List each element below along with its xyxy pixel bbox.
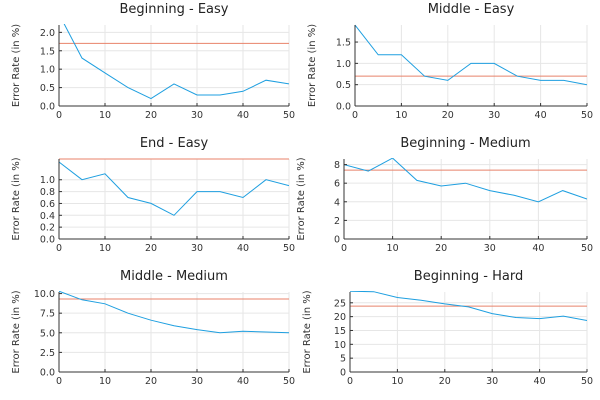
y-tick-label: 4 [334, 197, 340, 208]
y-tick-label: 7.5 [40, 309, 55, 320]
y-tick-label: 1.5 [336, 38, 351, 49]
x-tick-label: 30 [191, 243, 203, 254]
panel-title: Beginning - Easy [120, 2, 229, 17]
x-tick-label: 10 [99, 243, 111, 254]
x-tick-label: 30 [488, 110, 500, 121]
y-tick-label: 10.0 [34, 289, 55, 300]
x-tick-label: 10 [391, 376, 403, 387]
y-tick-label: 0.5 [40, 83, 55, 94]
y-tick-label: 15 [334, 326, 346, 337]
x-tick-label: 20 [442, 110, 454, 121]
y-axis-label: Error Rate (in %) [11, 290, 22, 373]
x-tick-label: 30 [191, 376, 203, 387]
y-tick-label: 0.0 [336, 102, 351, 113]
y-tick-label: 6 [334, 179, 340, 190]
x-tick-label: 0 [341, 243, 347, 254]
y-tick-label: 5.0 [40, 328, 55, 339]
x-tick-label: 20 [145, 376, 157, 387]
x-tick-label: 50 [581, 243, 593, 254]
y-tick-label: 0.4 [40, 211, 55, 222]
panel-middle-easy: 0 10 20 30 40 50 0.0 0.5 1.0 1.5 Middle - Easy Er… [307, 2, 593, 121]
series-line [344, 158, 587, 203]
x-tick-label: 50 [581, 376, 593, 387]
y-axis-label: Error Rate (in %) [296, 157, 307, 240]
y-tick-label: 1.5 [40, 46, 55, 57]
series-line [355, 24, 587, 86]
x-tick-label: 0 [56, 243, 62, 254]
x-tick-label: 30 [191, 110, 203, 121]
x-tick-label: 20 [439, 376, 451, 387]
x-tick-label: 40 [532, 243, 544, 254]
y-axis-label: Error Rate (in %) [11, 157, 22, 240]
x-tick-label: 0 [56, 376, 62, 387]
y-tick-label: 1.0 [40, 65, 55, 76]
y-tick-label: 1.0 [336, 59, 351, 70]
y-axis-label: Error Rate (in %) [302, 290, 313, 373]
y-tick-label: 25 [334, 298, 346, 309]
y-tick-label: 2 [334, 216, 340, 227]
y-tick-label: 0 [334, 235, 340, 246]
series-line [59, 161, 289, 216]
y-tick-label: 2.0 [40, 28, 55, 39]
y-tick-label: 0 [340, 368, 346, 379]
panel-middle-medium: 0 10 20 30 40 50 0.0 2.5 5.0 7.5 10.0 Middle - Med… [11, 269, 295, 387]
panel-end-easy: 0 10 20 30 40 50 0.00.20.40.60.81.0 End - Easy… [11, 136, 295, 254]
series-line [350, 291, 587, 321]
y-tick-label: 20 [334, 312, 346, 323]
y-tick-label: 0.0 [40, 235, 55, 246]
x-tick-label: 50 [581, 110, 593, 121]
x-tick-label: 0 [347, 376, 353, 387]
x-tick-label: 20 [145, 243, 157, 254]
y-tick-label: 1.0 [40, 175, 55, 186]
x-tick-label: 30 [486, 376, 498, 387]
panel-beginning-medium: 0 10 20 30 40 50 0 2 4 6 8 Beginning - Medium Erro… [296, 136, 593, 254]
y-tick-label: 2.5 [40, 348, 55, 359]
y-tick-label: 0.6 [40, 199, 55, 210]
y-tick-label: 0.0 [40, 368, 55, 379]
y-tick-label: 10 [334, 340, 346, 351]
x-tick-label: 10 [99, 376, 111, 387]
x-tick-label: 0 [56, 110, 62, 121]
x-tick-label: 30 [484, 243, 496, 254]
y-tick-label: 0.0 [40, 102, 55, 113]
x-tick-label: 50 [283, 243, 295, 254]
y-tick-label: 0.8 [40, 187, 55, 198]
x-tick-label: 40 [237, 243, 249, 254]
x-tick-label: 20 [435, 243, 447, 254]
x-tick-label: 40 [237, 110, 249, 121]
y-axis-label: Error Rate (in %) [307, 24, 318, 107]
x-tick-label: 40 [535, 110, 547, 121]
x-tick-label: 20 [145, 110, 157, 121]
y-tick-label: 8 [334, 160, 340, 171]
series-line [63, 24, 289, 100]
y-tick-label: 0.2 [40, 223, 55, 234]
x-tick-label: 40 [237, 376, 249, 387]
panel-title: End - Easy [140, 136, 209, 151]
x-tick-label: 10 [99, 110, 111, 121]
y-tick-label: 0.5 [336, 80, 351, 91]
y-axis-label: Error Rate (in %) [11, 24, 22, 107]
series-line [59, 291, 289, 334]
panel-title: Beginning - Medium [400, 136, 530, 151]
panel-title: Middle - Medium [120, 269, 228, 284]
x-tick-label: 0 [352, 110, 358, 121]
x-tick-label: 50 [283, 110, 295, 121]
y-tick-label: 5 [340, 354, 346, 365]
panel-title: Middle - Easy [428, 2, 515, 17]
x-tick-label: 40 [534, 376, 546, 387]
panel-beginning-easy: 0 10 20 30 40 50 0.0 0.5 1.0 1.5 2.0 Beginning - E… [11, 2, 295, 121]
panel-title: Beginning - Hard [414, 269, 523, 284]
x-tick-label: 50 [283, 376, 295, 387]
x-tick-label: 10 [387, 243, 399, 254]
x-tick-label: 10 [395, 110, 407, 121]
